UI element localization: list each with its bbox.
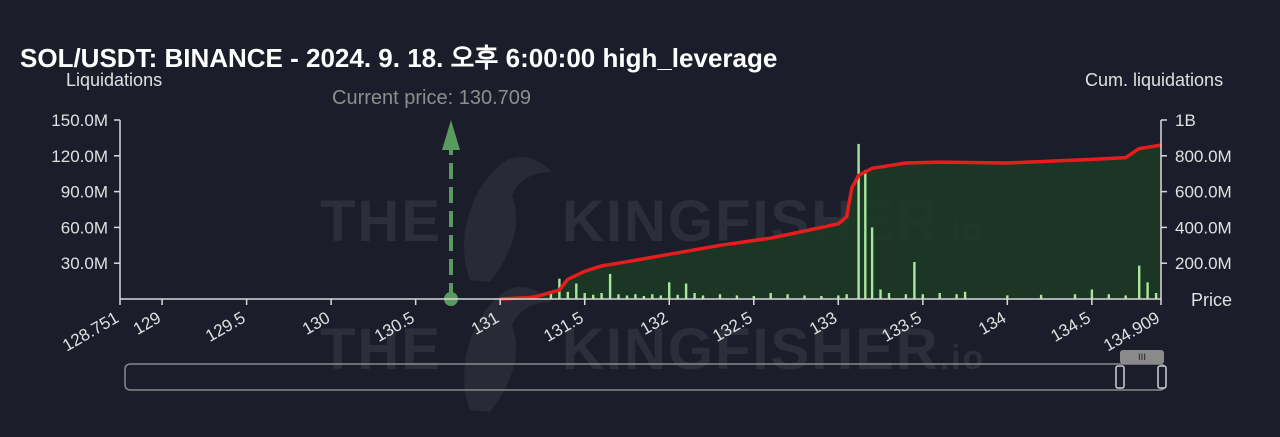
y-axis-title: Liquidations bbox=[66, 70, 163, 90]
liquidation-bar-23 bbox=[752, 296, 755, 299]
liquidation-bar-29 bbox=[845, 294, 848, 299]
kingfisher-logo-icon bbox=[464, 156, 552, 412]
x-tick-label-9: 133 bbox=[806, 308, 840, 339]
liquidation-bar-39 bbox=[955, 294, 958, 299]
x-tick-label-2: 129.5 bbox=[202, 308, 248, 346]
liquidation-bar-15 bbox=[659, 295, 662, 299]
x-tick-label-0: 128.751 bbox=[59, 308, 122, 355]
liquidation-bar-38 bbox=[938, 293, 941, 299]
x-tick-label-10: 133.5 bbox=[878, 308, 924, 346]
liquidation-bar-32 bbox=[870, 227, 874, 299]
y2-tick-label-1: 800.0M bbox=[1175, 147, 1232, 166]
range-slider-grip-icon: III bbox=[1138, 353, 1146, 363]
liquidation-bar-42 bbox=[1039, 294, 1043, 299]
liquidation-bar-48 bbox=[1146, 282, 1149, 299]
liquidation-bar-22 bbox=[735, 295, 739, 299]
chart-title: SOL/USDT: BINANCE - 2024. 9. 18. 오후 6:00… bbox=[20, 43, 778, 73]
liquidation-bar-10 bbox=[617, 294, 620, 299]
liquidation-bar-30 bbox=[857, 143, 860, 299]
x-tick-label-7: 132 bbox=[637, 308, 671, 339]
y-tick-label-4: 30.0M bbox=[61, 254, 108, 273]
liquidation-bar-20 bbox=[701, 295, 705, 299]
range-slider-right-handle[interactable] bbox=[1157, 365, 1167, 389]
liquidation-bar-45 bbox=[1107, 294, 1110, 299]
x-tick-label-13: 134.909 bbox=[1100, 308, 1163, 355]
x-tick-label-3: 130 bbox=[299, 308, 333, 339]
liquidation-bar-19 bbox=[693, 293, 696, 299]
y-tick-label-3: 60.0M bbox=[61, 218, 108, 237]
liquidation-bar-37 bbox=[921, 294, 924, 299]
liquidation-bar-11 bbox=[625, 295, 629, 299]
liquidation-bar-5 bbox=[575, 283, 578, 299]
y2-tick-label-0: 1B bbox=[1175, 111, 1196, 130]
liquidation-bar-9 bbox=[608, 273, 612, 299]
liquidation-bar-7 bbox=[592, 294, 595, 299]
liquidation-bar-44 bbox=[1090, 289, 1094, 299]
liquidation-bar-46 bbox=[1124, 295, 1127, 299]
x-axis-title: Price bbox=[1191, 290, 1233, 310]
cumulative-line bbox=[500, 143, 1162, 301]
liquidation-bar-6 bbox=[583, 293, 586, 299]
liquidation-bar-14 bbox=[651, 294, 654, 299]
x-tick-label-6: 131.5 bbox=[540, 308, 586, 346]
plot-area bbox=[441, 120, 1162, 306]
liquidation-bar-8 bbox=[600, 293, 603, 299]
x-tick-label-12: 134.5 bbox=[1048, 308, 1094, 346]
liquidation-bar-36 bbox=[913, 262, 916, 299]
liquidation-bar-27 bbox=[820, 296, 823, 299]
liquidation-bar-40 bbox=[963, 291, 967, 299]
cumulative-area bbox=[500, 145, 1161, 299]
liquidation-bar-28 bbox=[837, 295, 840, 299]
y-tick-label-0: 150.0M bbox=[51, 111, 108, 130]
range-slider-left-handle[interactable] bbox=[1115, 365, 1125, 389]
y2-axis-title: Cum. liquidations bbox=[1085, 70, 1224, 90]
liquidation-bar-2 bbox=[549, 293, 553, 299]
liquidation-bar-12 bbox=[634, 294, 637, 299]
range-slider[interactable]: III bbox=[124, 350, 1167, 391]
liquidation-bar-25 bbox=[786, 294, 789, 299]
liquidation-bar-33 bbox=[879, 289, 882, 299]
liquidation-bar-17 bbox=[676, 294, 679, 299]
range-slider-track[interactable] bbox=[124, 363, 1166, 391]
liquidation-bar-43 bbox=[1073, 294, 1077, 299]
x-tick-label-4: 130.5 bbox=[371, 308, 417, 346]
current-price-arrow-icon bbox=[441, 120, 460, 150]
x-tick-label-1: 129 bbox=[130, 308, 164, 339]
y-tick-label-2: 90.0M bbox=[61, 183, 108, 202]
liquidation-bar-24 bbox=[769, 293, 772, 299]
range-slider-grip[interactable] bbox=[1120, 350, 1164, 364]
y-tick-label-1: 120.0M bbox=[51, 147, 108, 166]
y2-tick-label-2: 600.0M bbox=[1175, 183, 1232, 202]
liquidation-bar-49 bbox=[1154, 293, 1158, 299]
liquidation-bar-21 bbox=[718, 294, 722, 299]
liquidation-bar-16 bbox=[668, 282, 671, 299]
liquidation-bar-47 bbox=[1138, 265, 1141, 299]
x-tick-label-11: 134 bbox=[975, 308, 1009, 339]
liquidation-bar-41 bbox=[1006, 295, 1009, 299]
liquidation-bar-18 bbox=[684, 283, 688, 299]
liquidation-bar-35 bbox=[904, 294, 908, 299]
x-tick-label-8: 132.5 bbox=[709, 308, 755, 346]
liquidation-bar-34 bbox=[887, 293, 891, 299]
liquidation-bar-4 bbox=[566, 291, 569, 299]
current-price-label: Current price: 130.709 bbox=[332, 87, 532, 109]
liquidation-bar-13 bbox=[642, 296, 646, 299]
liquidation-bar-31 bbox=[864, 170, 867, 299]
liquidation-bar-26 bbox=[803, 295, 806, 299]
y2-tick-label-3: 400.0M bbox=[1175, 218, 1232, 237]
y2-tick-label-4: 200.0M bbox=[1175, 254, 1232, 273]
